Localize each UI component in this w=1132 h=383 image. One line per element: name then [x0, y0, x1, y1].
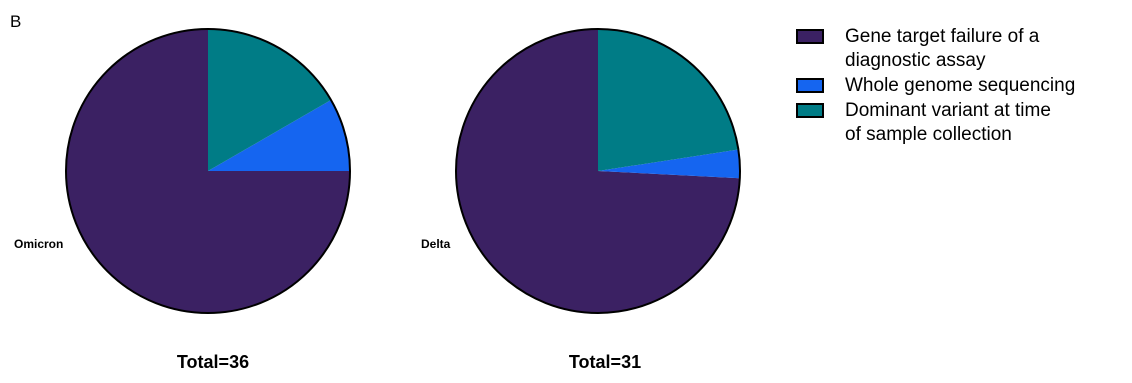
total-label-omicron: Total=36: [176, 352, 250, 372]
panel-letter: B: [10, 12, 22, 31]
legend: Gene target failure of a diagnostic assa…: [796, 25, 1131, 148]
pie-label-delta: Delta: [421, 237, 451, 251]
pie-slice-delta-0: [456, 29, 740, 313]
legend-item-whole-genome-sequencing: Whole genome sequencing: [796, 74, 1131, 98]
pie-chart-omicron: Omicron: [14, 28, 351, 314]
legend-swatch-whole-genome-sequencing: [796, 78, 824, 93]
legend-label-gene-target-failure: Gene target failure of a diagnostic assa…: [845, 26, 1040, 71]
pie-slice-delta-2: [598, 29, 739, 171]
pie-outline-delta: [455, 28, 741, 314]
pie-slice-omicron-2: [208, 28, 331, 171]
legend-item-gene-target-failure: Gene target failure of a diagnostic assa…: [796, 25, 1131, 73]
total-label-delta: Total=31: [568, 352, 642, 372]
pie-slice-delta-1: [598, 149, 741, 179]
legend-label-dominant-variant: Dominant variant at time of sample colle…: [845, 100, 1051, 145]
legend-swatch-gene-target-failure: [796, 29, 824, 44]
pie-outline-omicron: [65, 28, 351, 314]
legend-item-dominant-variant: Dominant variant at time of sample colle…: [796, 99, 1131, 147]
pie-slice-omicron-1: [208, 100, 350, 171]
legend-label-whole-genome-sequencing: Whole genome sequencing: [845, 75, 1076, 96]
pie-chart-delta: Delta: [421, 28, 741, 314]
legend-swatch-dominant-variant: [796, 103, 824, 118]
pie-label-omicron: Omicron: [14, 237, 63, 251]
